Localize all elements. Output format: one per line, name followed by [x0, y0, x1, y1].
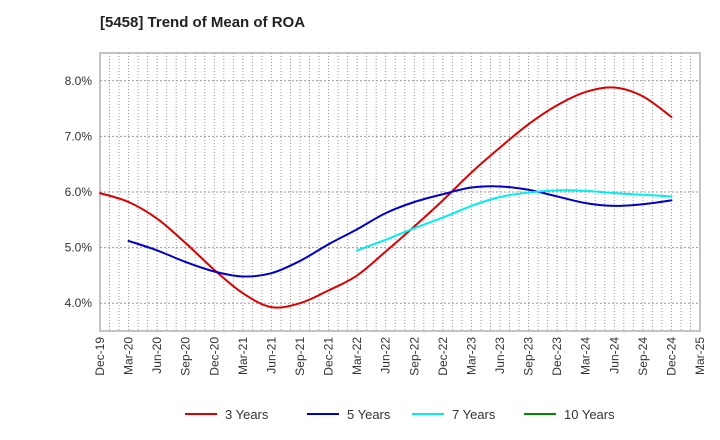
y-tick-label: 8.0% — [65, 74, 93, 88]
x-tick-label: Jun-24 — [607, 337, 621, 374]
legend: 3 Years 5 Years 7 Years 10 Years — [185, 407, 615, 422]
x-tick-label: Jun-23 — [493, 337, 507, 374]
legend-label: 7 Years — [452, 407, 496, 422]
x-tick-label: Dec-21 — [322, 337, 336, 376]
x-tick-label: Mar-23 — [464, 337, 478, 375]
series-line-3-years — [99, 86, 673, 309]
x-tick-label: Dec-23 — [550, 337, 564, 376]
y-tick-label: 6.0% — [65, 185, 93, 199]
y-axis-ticks: 4.0% 5.0% 6.0% 7.0% 8.0% — [65, 74, 93, 310]
x-tick-label: Dec-20 — [207, 337, 221, 376]
legend-label: 10 Years — [564, 407, 615, 422]
x-tick-label: Sep-24 — [636, 337, 650, 376]
x-tick-label: Sep-21 — [293, 337, 307, 376]
y-tick-label: 4.0% — [65, 296, 93, 310]
x-axis-ticks: Dec-19 Mar-20 Jun-20 Sep-20 Dec-20 Mar-21 Jun-… — [93, 337, 707, 376]
x-tick-label: Mar-22 — [350, 337, 364, 375]
x-tick-label: Mar-20 — [122, 337, 136, 375]
y-tick-label: 5.0% — [65, 241, 93, 255]
legend-label: 3 Years — [225, 407, 269, 422]
series-line-7-years — [356, 189, 673, 252]
x-tick-label: Mar-25 — [693, 337, 707, 375]
x-tick-label: Jun-20 — [150, 337, 164, 374]
x-tick-label: Sep-20 — [179, 337, 193, 376]
legend-label: 5 Years — [347, 407, 391, 422]
x-tick-label: Dec-22 — [436, 337, 450, 376]
series-lines — [99, 86, 673, 309]
horizontal-gridlines — [100, 80, 700, 304]
x-tick-label: Dec-24 — [664, 337, 678, 376]
x-tick-label: Sep-22 — [407, 337, 421, 376]
x-tick-label: Sep-23 — [522, 337, 536, 376]
y-tick-label: 7.0% — [65, 129, 93, 143]
plot-frame — [99, 52, 701, 332]
x-tick-label: Jun-21 — [264, 337, 278, 374]
x-tick-label: Dec-19 — [93, 337, 107, 376]
x-tick-label: Mar-24 — [579, 337, 593, 375]
series-line-5-years — [127, 185, 673, 278]
chart-title: [5458] Trend of Mean of ROA — [100, 14, 306, 31]
x-tick-label: Jun-22 — [379, 337, 393, 374]
x-tick-label: Mar-21 — [236, 337, 250, 375]
